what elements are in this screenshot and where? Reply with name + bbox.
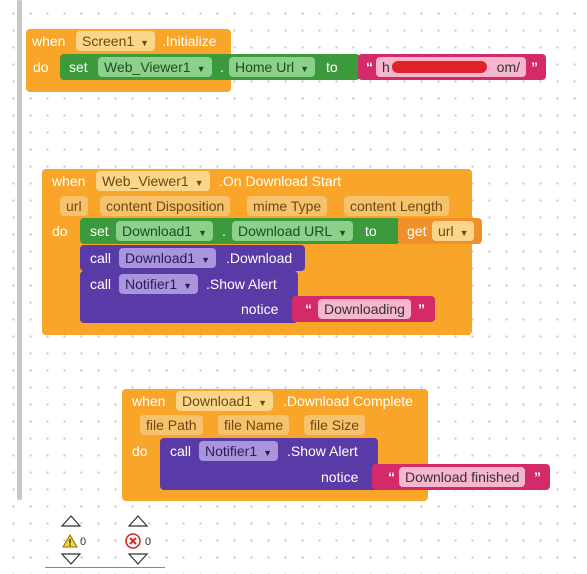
chevron-up-icon[interactable] <box>127 514 149 528</box>
warning-indicator[interactable]: 0 <box>60 514 87 566</box>
chevron-down-icon: ▼ <box>183 281 193 291</box>
param-file-path[interactable]: file Path <box>140 415 203 435</box>
chevron-up-icon[interactable] <box>60 514 82 528</box>
chevron-down-icon: ▼ <box>300 64 310 74</box>
property-dropdown-home-url[interactable]: Home Url ▼ <box>229 57 316 77</box>
set-keyword: set <box>69 59 88 75</box>
dot-separator: . <box>222 223 226 239</box>
param-content-disposition[interactable]: content Disposition <box>100 196 231 216</box>
chevron-down-icon: ▼ <box>258 398 267 408</box>
variable-dropdown-url[interactable]: url ▼ <box>432 221 475 241</box>
downloading-text-field[interactable]: Downloading <box>318 299 411 319</box>
error-count: 0 <box>145 536 152 548</box>
open-quote: “ <box>305 301 312 317</box>
component-dropdown-web-viewer1[interactable]: Web_Viewer1 ▼ <box>96 171 210 191</box>
component-dropdown-notifier1[interactable]: Notifier1 ▼ <box>199 441 279 461</box>
warning-icon <box>62 534 78 548</box>
component-dropdown-download1[interactable]: Download1 ▼ <box>116 221 213 241</box>
component-dropdown-notifier1[interactable]: Notifier1 ▼ <box>119 274 199 294</box>
chevron-down-icon: ▼ <box>198 228 207 238</box>
download-finished-text-field[interactable]: Download finished <box>399 467 526 487</box>
warning-count: 0 <box>80 536 87 548</box>
close-quote: ” <box>534 469 541 485</box>
param-file-size[interactable]: file Size <box>304 415 366 435</box>
component-dropdown-download1[interactable]: Download1 ▼ <box>176 391 273 411</box>
call-keyword: call <box>90 276 112 292</box>
do-keyword: do <box>52 223 68 239</box>
call-keyword: call <box>90 250 112 266</box>
property-dropdown-download-url[interactable]: Download URL ▼ <box>232 221 354 241</box>
when-keyword: when <box>32 33 66 49</box>
method-name: .Download <box>226 250 293 266</box>
close-quote: ” <box>418 301 425 317</box>
do-keyword: do <box>132 443 148 459</box>
dot-separator: . <box>220 59 224 75</box>
chevron-down-icon: ▼ <box>196 64 206 74</box>
chevron-down-icon: ▼ <box>263 448 273 458</box>
open-quote: “ <box>366 59 373 75</box>
do-keyword: do <box>33 59 49 75</box>
horizontal-scrollbar[interactable] <box>45 567 165 574</box>
chevron-down-icon: ▼ <box>338 228 348 238</box>
error-icon <box>125 533 141 549</box>
chevron-down-icon[interactable] <box>60 552 82 566</box>
to-keyword: to <box>365 223 377 239</box>
param-file-name[interactable]: file Name <box>218 415 290 435</box>
to-keyword: to <box>326 59 338 75</box>
error-indicator[interactable]: 0 <box>125 514 155 566</box>
vertical-scrollbar[interactable] <box>17 0 22 500</box>
notice-label: notice <box>241 301 279 317</box>
method-name: .Show Alert <box>287 443 358 459</box>
param-content-length[interactable]: content Length <box>344 196 449 216</box>
method-name: .Show Alert <box>206 276 277 292</box>
chevron-down-icon: ▼ <box>459 228 469 238</box>
call-keyword: call <box>170 443 192 459</box>
param-url[interactable]: url <box>60 196 88 216</box>
chevron-down-icon: ▼ <box>140 38 150 48</box>
event-name: .Initialize <box>162 33 217 49</box>
open-quote: “ <box>388 469 395 485</box>
chevron-down-icon[interactable] <box>127 552 149 566</box>
get-keyword: get <box>407 223 427 239</box>
when-keyword: when <box>132 393 166 409</box>
set-keyword: set <box>90 223 109 239</box>
when-keyword: when <box>52 173 86 189</box>
event-name: .Download Complete <box>283 393 413 409</box>
close-quote: ” <box>531 59 538 75</box>
component-dropdown-web-viewer1[interactable]: Web_Viewer1 ▼ <box>98 57 212 77</box>
chevron-down-icon: ▼ <box>194 178 204 188</box>
component-dropdown-screen1[interactable]: Screen1 ▼ <box>76 31 156 51</box>
event-name: .On Download Start <box>219 173 342 189</box>
redaction-mark <box>392 61 487 73</box>
notice-label: notice <box>321 469 359 485</box>
param-mime-type[interactable]: mime Type <box>247 196 328 216</box>
chevron-down-icon: ▼ <box>201 255 210 265</box>
component-dropdown-download1[interactable]: Download1 ▼ <box>119 248 216 268</box>
